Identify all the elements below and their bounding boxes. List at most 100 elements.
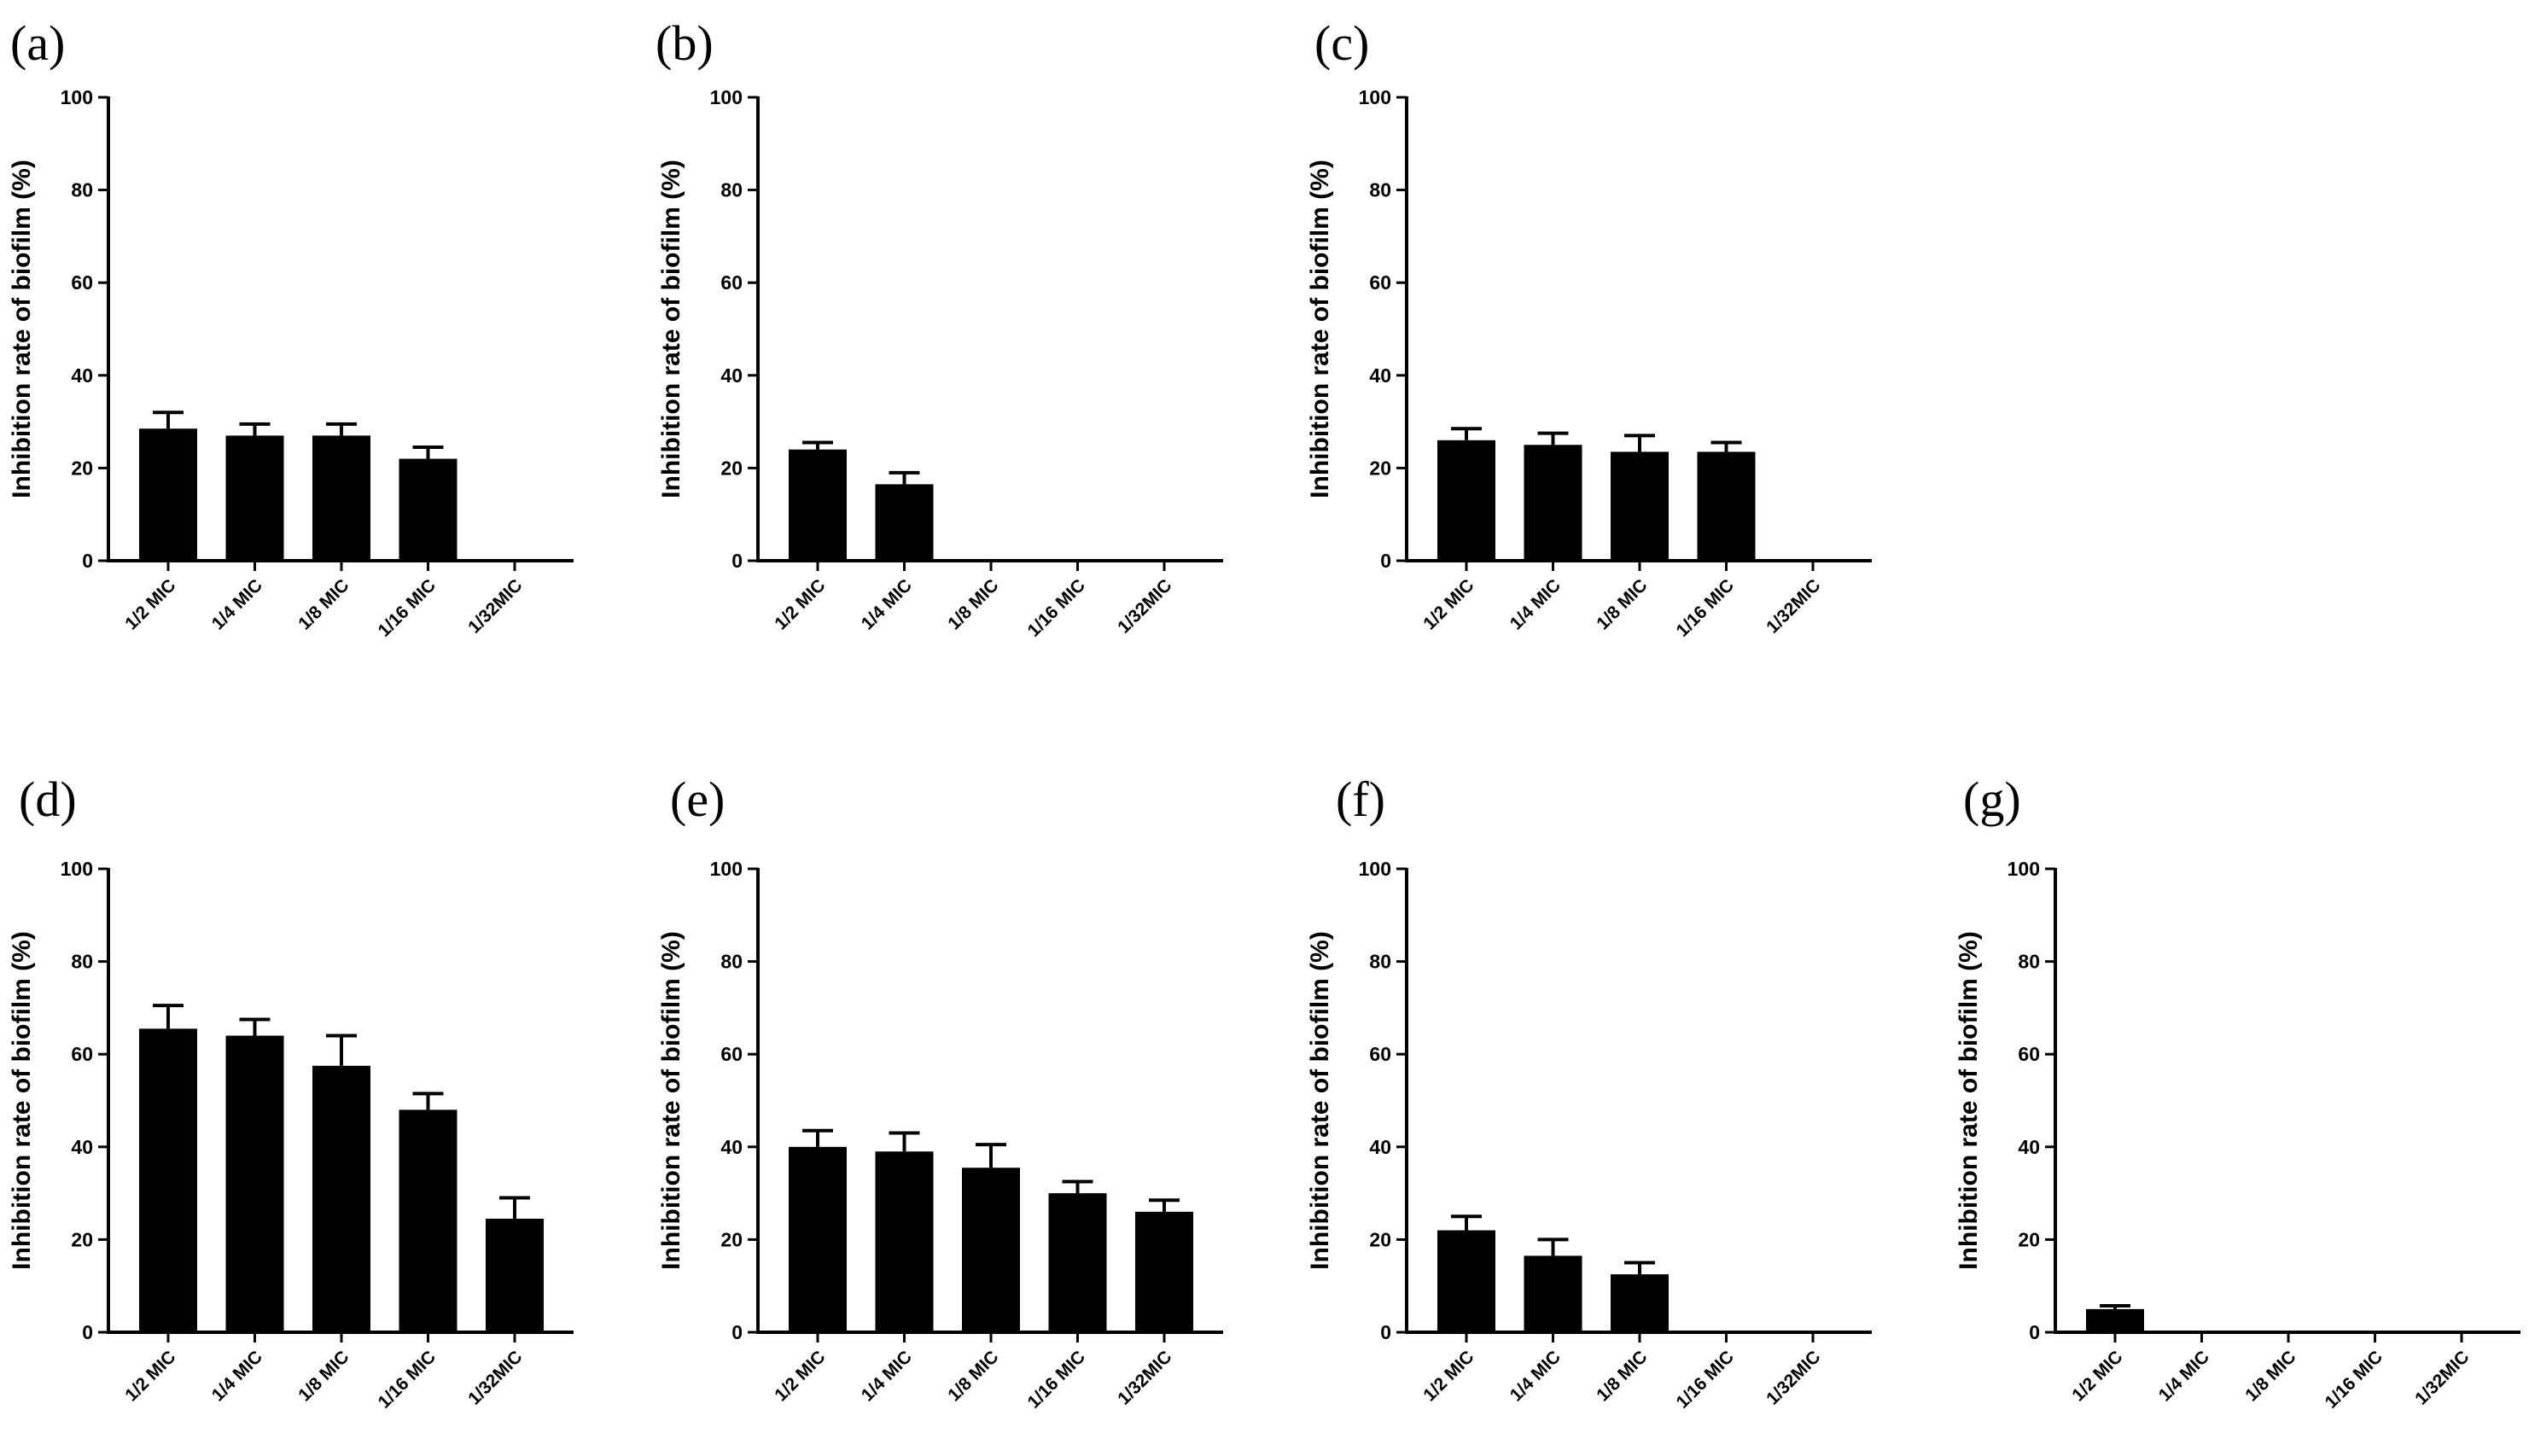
y-axis-label: Inhibition rate of biofilm (%) [1955, 931, 1983, 1270]
x-tick-label: 1/4 MIC [858, 575, 916, 633]
y-tick-label: 60 [720, 271, 743, 294]
x-tick-label: 1/2 MIC [121, 575, 179, 633]
x-tick-label: 1/2 MIC [121, 1347, 179, 1405]
y-tick-label: 0 [731, 1321, 743, 1343]
x-tick-label: 1/4 MIC [1506, 1347, 1565, 1405]
x-tick-label: 1/4 MIC [2155, 1347, 2213, 1405]
panel-label: (b) [656, 15, 714, 71]
y-axis-label: Inhibition rate of biofilm (%) [1306, 931, 1334, 1270]
x-tick-label: 1/8 MIC [944, 575, 1002, 633]
y-axis-label: Inhibition rate of biofilm (%) [8, 160, 36, 498]
y-tick-label: 20 [720, 1228, 743, 1250]
y-tick-label: 0 [82, 550, 93, 572]
x-tick-label: 1/16 MIC [1673, 575, 1739, 641]
y-tick-label: 0 [2029, 1321, 2040, 1343]
y-tick-label: 0 [1380, 550, 1391, 572]
bar [1524, 445, 1582, 561]
y-tick-label: 100 [2008, 858, 2040, 880]
bar [1611, 1274, 1669, 1332]
y-tick-label: 80 [720, 951, 743, 973]
y-tick-label: 40 [1369, 364, 1391, 387]
x-tick-label: 1/32MIC [1763, 1347, 1824, 1408]
chart-panel-d: (d) Inhibition rate of biofilm (%) 0 20 40 60… [8, 772, 574, 1412]
panel-label: (d) [19, 772, 77, 827]
x-tick-label: 1/16 MIC [1024, 575, 1090, 641]
bar [1524, 1255, 1582, 1332]
bar [875, 1151, 934, 1332]
x-tick-label: 1/4 MIC [1506, 575, 1565, 633]
chart-panel-b: (b) Inhibition rate of biofilm (%) 0 20 40 60… [656, 15, 1223, 641]
y-tick-label: 60 [71, 1043, 93, 1065]
y-tick-label: 80 [71, 951, 93, 973]
x-tick-label: 1/4 MIC [208, 575, 266, 633]
bar [875, 484, 934, 561]
panel-label: (e) [670, 772, 725, 827]
x-tick-label: 1/32MIC [464, 575, 526, 637]
x-tick-label: 1/8 MIC [1593, 575, 1651, 633]
y-tick-label: 40 [720, 364, 743, 387]
y-tick-label: 0 [1380, 1321, 1391, 1343]
panel-label: (f) [1336, 772, 1385, 827]
panel-label: (g) [1963, 772, 2021, 827]
y-tick-label: 0 [731, 550, 743, 572]
x-tick-label: 1/4 MIC [208, 1347, 266, 1405]
x-tick-label: 1/32MIC [1114, 1347, 1175, 1408]
bar [1611, 451, 1669, 561]
chart-panel-e: (e) Inhibition rate of biofilm (%) 0 20 40 60… [657, 772, 1223, 1412]
panel-label: (c) [1314, 15, 1369, 71]
y-tick-label: 40 [720, 1136, 743, 1158]
bar [1437, 1230, 1495, 1332]
bar [225, 1035, 284, 1332]
y-tick-label: 100 [61, 86, 93, 108]
bar [139, 428, 197, 561]
y-tick-label: 80 [1369, 951, 1391, 973]
y-axis-label: Inhibition rate of biofilm (%) [8, 931, 36, 1270]
x-tick-label: 1/2 MIC [1419, 575, 1477, 633]
chart-panel-a: (a) Inhibition rate of biofilm (%) 0 20 40 60… [8, 15, 574, 641]
x-tick-label: 1/16 MIC [1673, 1347, 1739, 1412]
y-tick-label: 60 [1369, 1043, 1391, 1065]
bar [789, 1146, 847, 1332]
y-tick-label: 40 [71, 364, 93, 387]
chart-panel-g: (g) Inhibition rate of biofilm (%) 0 20 40 60… [1955, 772, 2520, 1412]
y-tick-label: 20 [720, 457, 743, 479]
bar [962, 1168, 1020, 1332]
y-tick-label: 20 [1369, 1228, 1391, 1250]
x-tick-label: 1/32MIC [2411, 1347, 2473, 1408]
bar [312, 435, 370, 561]
x-tick-label: 1/32MIC [464, 1347, 526, 1408]
y-tick-label: 60 [71, 271, 93, 294]
y-tick-label: 100 [61, 858, 93, 880]
y-tick-label: 80 [720, 179, 743, 201]
bar [2086, 1308, 2144, 1332]
x-tick-label: 1/16 MIC [2322, 1347, 2387, 1412]
y-tick-label: 20 [71, 457, 93, 479]
y-axis-label: Inhibition rate of biofilm (%) [1306, 160, 1334, 498]
y-tick-label: 100 [1359, 86, 1391, 108]
bar [312, 1065, 370, 1332]
x-tick-label: 1/2 MIC [1419, 1347, 1477, 1405]
y-tick-label: 20 [1369, 457, 1391, 479]
chart-panel-c: (c) Inhibition rate of biofilm (%) 0 20 40 60… [1306, 15, 1872, 641]
x-tick-label: 1/2 MIC [771, 1347, 829, 1405]
y-tick-label: 40 [71, 1136, 93, 1158]
y-tick-label: 100 [1359, 858, 1391, 880]
x-tick-label: 1/2 MIC [771, 575, 829, 633]
bar [225, 435, 284, 561]
x-tick-label: 1/16 MIC [1024, 1347, 1090, 1412]
bar [1135, 1211, 1193, 1332]
y-tick-label: 0 [82, 1321, 93, 1343]
bar [789, 449, 847, 561]
x-tick-label: 1/32MIC [1114, 575, 1175, 637]
bar [1697, 451, 1756, 561]
y-tick-label: 80 [2018, 951, 2040, 973]
x-tick-label: 1/4 MIC [858, 1347, 916, 1405]
x-tick-label: 1/8 MIC [2241, 1347, 2299, 1405]
y-axis-label: Inhibition rate of biofilm (%) [657, 931, 685, 1270]
x-tick-label: 1/32MIC [1763, 575, 1824, 637]
x-tick-label: 1/16 MIC [375, 1347, 440, 1412]
panel-label: (a) [10, 15, 65, 71]
x-tick-label: 1/8 MIC [944, 1347, 1002, 1405]
x-tick-label: 1/16 MIC [375, 575, 440, 641]
bar [399, 1109, 457, 1332]
